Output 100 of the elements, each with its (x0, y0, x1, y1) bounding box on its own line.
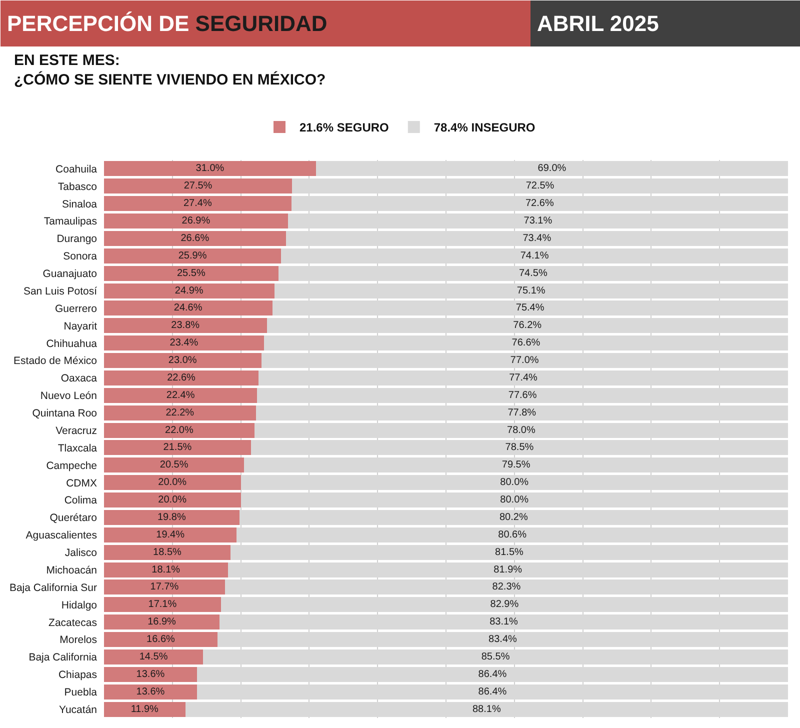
y-tick-label: Sonora (63, 250, 98, 263)
data-label: 81.5% (495, 546, 524, 558)
data-label: 20.5% (160, 460, 188, 471)
data-label: 19.4% (156, 529, 185, 540)
data-label: 31.0% (196, 163, 224, 174)
data-label: 82.9% (490, 599, 519, 610)
y-tick-label: Tabasco (58, 180, 98, 193)
chart-title: PERCEPCIÓN DE SEGURIDAD (7, 11, 328, 36)
data-label: 22.6% (167, 372, 196, 384)
y-tick-label: Aguascalientes (26, 530, 97, 542)
data-label: 69.0% (538, 163, 566, 174)
y-tick-label: Chihuahua (46, 338, 98, 350)
y-tick-label: Guanajuato (42, 268, 98, 280)
data-label: 86.4% (478, 668, 507, 680)
y-tick-label: Chiapas (58, 669, 97, 682)
data-label: 77.0% (510, 355, 539, 366)
data-label: 17.1% (148, 599, 177, 610)
y-tick-label: Coahuila (56, 163, 98, 176)
data-label: 13.6% (136, 668, 165, 680)
data-label: 20.0% (158, 494, 187, 506)
data-label: 75.4% (516, 302, 544, 314)
chart-subtitle: EN ESTE MES: ¿CÓMO SE SIENTE VIVIENDO EN MÉXICO? (14, 52, 326, 88)
data-label: 73.1% (524, 216, 552, 227)
data-label: 85.5% (481, 651, 510, 662)
data-label: 22.4% (166, 390, 195, 401)
y-tick-label: Michoacán (46, 564, 98, 576)
data-label: 24.6% (174, 302, 202, 314)
data-label: 13.6% (136, 686, 165, 698)
data-label: 75.1% (516, 285, 546, 296)
data-label: 72.6% (525, 198, 554, 210)
data-label: 77.4% (509, 372, 538, 384)
data-label: 27.4% (183, 198, 212, 210)
data-label: 23.0% (168, 355, 197, 366)
data-label: 80.6% (498, 529, 527, 540)
data-label: 26.6% (180, 232, 210, 244)
data-label: 18.1% (152, 564, 180, 576)
y-tick-label: Guerrero (54, 302, 98, 315)
y-tick-label: Campeche (46, 460, 98, 472)
y-tick-label: Sinaloa (62, 198, 98, 210)
y-tick-label: Estado de México (14, 355, 98, 368)
y-tick-label: San Luis Potosí (23, 285, 98, 298)
data-label: 25.9% (178, 250, 207, 262)
data-label: 17.7% (150, 582, 179, 593)
data-label: 26.9% (182, 216, 210, 227)
y-tick-label: Puebla (64, 686, 98, 699)
text: ABRIL 2025 (537, 11, 659, 36)
y-tick-label: Quintana Roo (32, 408, 98, 420)
data-label: 14.5% (139, 651, 168, 662)
y-tick-label: Colima (64, 494, 98, 507)
data-label: 25.5% (176, 268, 206, 279)
data-label: 16.9% (148, 616, 176, 628)
data-label: 80.0% (500, 477, 529, 488)
y-tick-label: CDMX (66, 477, 97, 490)
y-tick-label: Querétaro (50, 512, 98, 524)
y-tick-label: Baja California (28, 652, 98, 664)
data-label: 21.5% (163, 442, 192, 454)
y-tick-label: Tlaxcala (58, 442, 98, 454)
data-label: 22.0% (165, 424, 194, 436)
y-tick-label: Morelos (60, 634, 97, 646)
data-label: 82.3% (492, 582, 521, 593)
data-label: 20.0% (158, 477, 187, 488)
data-label: 27.5% (184, 180, 212, 192)
y-tick-label: Yucatán (59, 704, 98, 716)
data-label: 23.4% (170, 338, 198, 349)
data-label: 80.2% (499, 512, 528, 523)
data-label: 78.5% (505, 442, 534, 454)
legend-label: 78.4% INSEGURO (434, 120, 536, 135)
y-tick-label: Baja California Sur (9, 582, 98, 594)
legend-label: 21.6% SEGURO (300, 120, 389, 135)
y-tick-label: Hidalgo (61, 599, 98, 612)
y-tick-label: Oaxaca (60, 372, 98, 385)
data-label: 88.1% (472, 704, 501, 715)
y-tick-label: Jalisco (64, 547, 98, 560)
data-label: 83.4% (488, 634, 517, 646)
data-label: 79.5% (502, 460, 530, 471)
data-label: 76.6% (512, 338, 540, 349)
data-label: 11.9% (130, 704, 159, 715)
data-label: 86.4% (478, 686, 507, 698)
data-label: 74.1% (520, 250, 549, 262)
data-label: 24.9% (174, 285, 204, 296)
data-label: 72.5% (526, 180, 554, 192)
data-label: 78.0% (507, 424, 536, 436)
data-label: 22.2% (166, 407, 194, 418)
data-label: 74.5% (518, 268, 548, 279)
data-label: 18.5% (153, 546, 182, 558)
data-label: 23.8% (171, 320, 200, 332)
y-tick-label: Nuevo León (40, 390, 98, 402)
data-label: 73.4% (522, 232, 552, 244)
data-label: 81.9% (494, 564, 522, 576)
data-label: 16.6% (146, 634, 175, 646)
data-label: 80.0% (500, 494, 529, 506)
data-label: 19.8% (157, 512, 186, 523)
data-label: 76.2% (513, 320, 542, 332)
data-label: 83.1% (490, 616, 518, 628)
data-label: 77.8% (508, 407, 536, 418)
y-tick-label: Nayarit (64, 320, 98, 332)
y-tick-label: Tamaulipas (44, 216, 97, 228)
y-tick-label: Zacatecas (48, 616, 97, 629)
y-tick-label: Durango (56, 233, 98, 246)
data-label: 77.6% (508, 390, 537, 401)
